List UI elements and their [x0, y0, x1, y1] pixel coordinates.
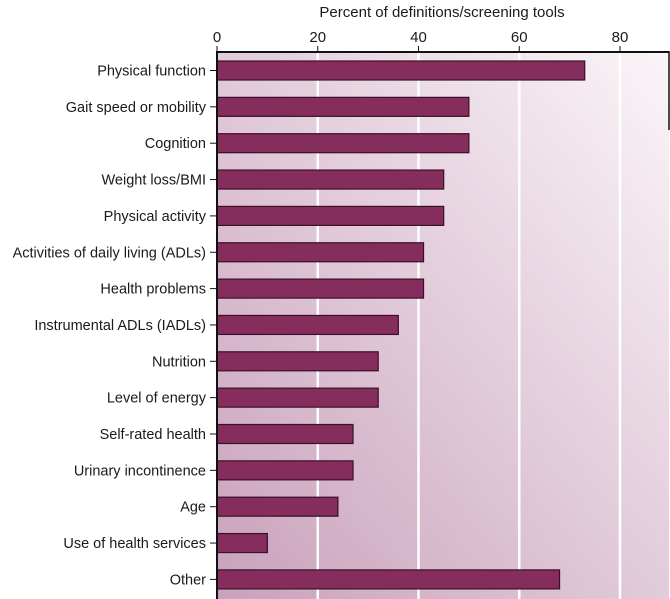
- bar: [216, 133, 470, 154]
- y-category-label: Cognition: [145, 136, 206, 152]
- bar: [216, 460, 354, 481]
- y-category-label: Use of health services: [63, 536, 206, 552]
- y-category-label: Physical activity: [104, 209, 207, 225]
- x-tick-label: 60: [511, 29, 528, 46]
- bar: [216, 169, 445, 190]
- y-category-label: Activities of daily living (ADLs): [13, 245, 206, 261]
- x-tick-label: 80: [612, 29, 629, 46]
- x-tick-label: 20: [309, 29, 326, 46]
- bar: [216, 60, 586, 81]
- x-axis-ticks: 0 20 40 60 80: [213, 29, 629, 52]
- bar: [216, 96, 470, 117]
- y-axis-categories: Physical function Gait speed or mobility C…: [13, 64, 217, 588]
- bar: [216, 423, 354, 445]
- y-category-label: Health problems: [100, 282, 206, 298]
- y-category-label: Gait speed or mobility: [66, 100, 207, 116]
- bar: [216, 278, 425, 299]
- y-category-label: Weight loss/BMI: [102, 173, 207, 189]
- bar: [216, 314, 399, 336]
- bar: [216, 205, 445, 226]
- y-category-label: Self-rated health: [100, 427, 206, 443]
- bar: [216, 496, 339, 517]
- x-axis-title: Percent of definitions/screening tools: [319, 4, 564, 21]
- bar: [216, 242, 425, 263]
- x-tick-label: 0: [213, 29, 221, 46]
- bar: [216, 387, 379, 408]
- bars: [216, 60, 586, 590]
- bar: [216, 351, 379, 372]
- y-category-label: Physical function: [97, 64, 206, 80]
- y-category-label: Urinary incontinence: [74, 463, 206, 479]
- y-category-label: Other: [170, 572, 206, 588]
- y-category-label: Instrumental ADLs (IADLs): [34, 318, 206, 334]
- y-category-label: Level of energy: [107, 391, 207, 407]
- x-tick-label: 40: [410, 29, 427, 46]
- bar: [216, 569, 561, 590]
- y-category-label: Nutrition: [152, 354, 206, 370]
- y-category-label: Age: [180, 500, 206, 516]
- bar: [216, 532, 268, 554]
